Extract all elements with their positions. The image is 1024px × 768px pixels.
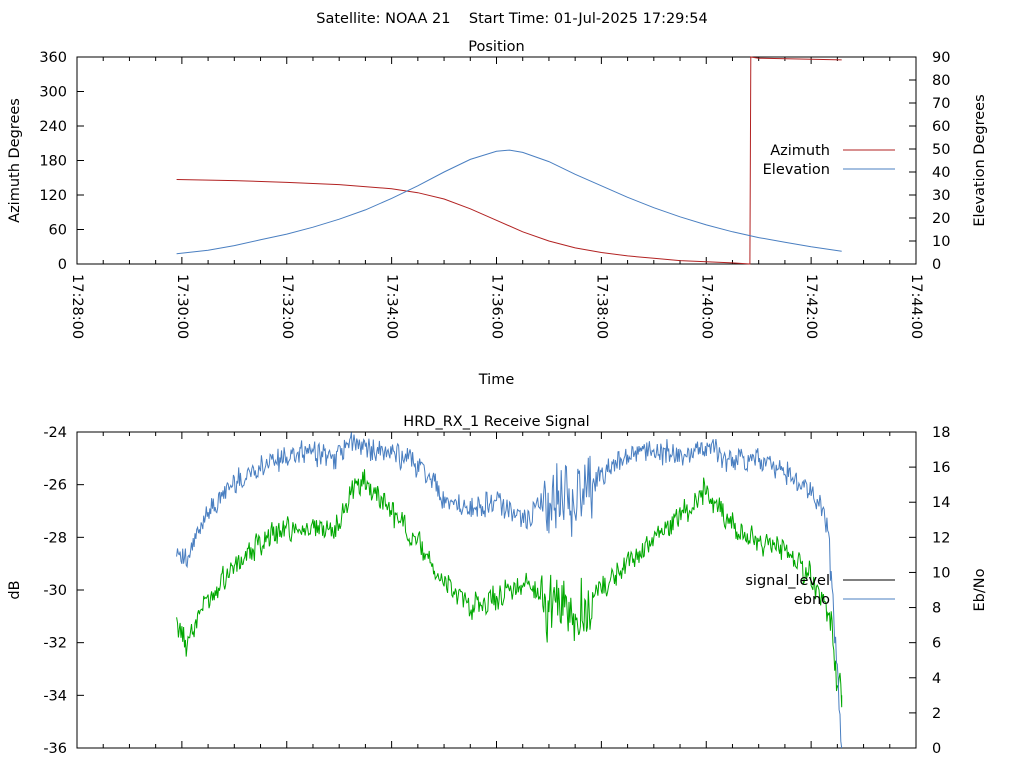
plot-frame: [76, 431, 917, 749]
y2-tick-label: 20: [932, 211, 950, 227]
y2-tick-label: 4: [932, 671, 941, 687]
y2-axis-label: Elevation Degrees: [972, 94, 988, 226]
y2-tick-label: 40: [932, 165, 950, 181]
x-axis-label: Time: [478, 372, 515, 388]
y-tick-label: -30: [43, 583, 67, 599]
y-axis-label: dB: [7, 580, 23, 599]
series-line-ebno: [176, 432, 843, 749]
y2-tick-label: 14: [932, 495, 950, 511]
y2-tick-label: 10: [932, 234, 950, 250]
x-tick-label: 17:30:00: [174, 274, 190, 339]
y2-tick-label: 6: [932, 636, 941, 652]
legend-label: Azimuth: [770, 143, 830, 159]
y2-tick-label: 0: [932, 257, 941, 273]
x-tick-label: 17:40:00: [698, 274, 714, 339]
chart-panel-2: HRD_RX_1 Receive Signal -36 -34 -32 -30 -28 -2…: [7, 414, 988, 757]
y2-tick-label: 30: [932, 188, 950, 204]
series-line-Elevation: [176, 149, 842, 255]
chart-title: Position: [468, 39, 524, 55]
series-line-signal_level: [176, 469, 843, 708]
plot-frame: [76, 56, 917, 265]
x-tick-label: 17:38:00: [593, 274, 609, 339]
y-tick-label: 240: [39, 119, 67, 135]
legend-label: Elevation: [763, 162, 830, 178]
x-tick-label: 17:32:00: [279, 274, 295, 339]
y-tick-label: 0: [58, 257, 67, 273]
x-tick-label: 17:28:00: [69, 274, 85, 339]
x-tick-label: 17:34:00: [384, 274, 400, 339]
y-tick-label: 120: [39, 188, 67, 204]
y2-tick-label: 8: [932, 601, 941, 617]
legend-label: ebno: [794, 592, 830, 608]
y2-tick-label: 90: [932, 50, 950, 66]
y2-tick-label: 80: [932, 73, 950, 89]
charts: Position06012018024030036001020304050607…: [7, 39, 988, 757]
y-tick-label: 180: [39, 154, 67, 170]
y-tick-label: 360: [39, 50, 67, 66]
y-tick-label: 300: [39, 85, 67, 101]
y-tick-label: -36: [43, 741, 67, 757]
y-tick-label: 60: [49, 223, 67, 239]
y2-tick-label: 60: [932, 119, 950, 135]
y2-tick-label: 50: [932, 142, 950, 158]
y2-tick-label: 12: [932, 530, 950, 546]
legend-label: signal_level: [745, 573, 830, 589]
x-tick-label: 17:36:00: [489, 274, 505, 339]
y2-axis-label: Eb/No: [972, 568, 988, 611]
series-line-Azimuth: [176, 56, 842, 265]
y-tick-label: -32: [43, 636, 67, 652]
x-tick-label: 17:42:00: [803, 274, 819, 339]
y2-tick-label: 16: [932, 460, 950, 476]
y2-tick-label: 18: [932, 425, 950, 441]
figure-title: Satellite: NOAA 21 Start Time: 01-Jul-20…: [316, 11, 708, 27]
y-tick-label: -28: [43, 530, 67, 546]
y2-tick-label: 10: [932, 565, 950, 581]
y2-tick-label: 2: [932, 706, 941, 722]
y-axis-label: Azimuth Degrees: [7, 98, 23, 223]
y-tick-label: -26: [43, 478, 67, 494]
x-tick-label: 17:44:00: [908, 274, 924, 339]
y2-tick-label: 0: [932, 741, 941, 757]
chart-panel-1: Position 0 60 120 180 240 300 360 0 10 20 30 40 50 60 7…: [7, 39, 988, 388]
y-tick-label: -24: [43, 425, 67, 441]
chart-title: HRD_RX_1 Receive Signal: [403, 414, 589, 430]
y2-tick-label: 70: [932, 96, 950, 112]
y-tick-label: -34: [43, 688, 67, 704]
